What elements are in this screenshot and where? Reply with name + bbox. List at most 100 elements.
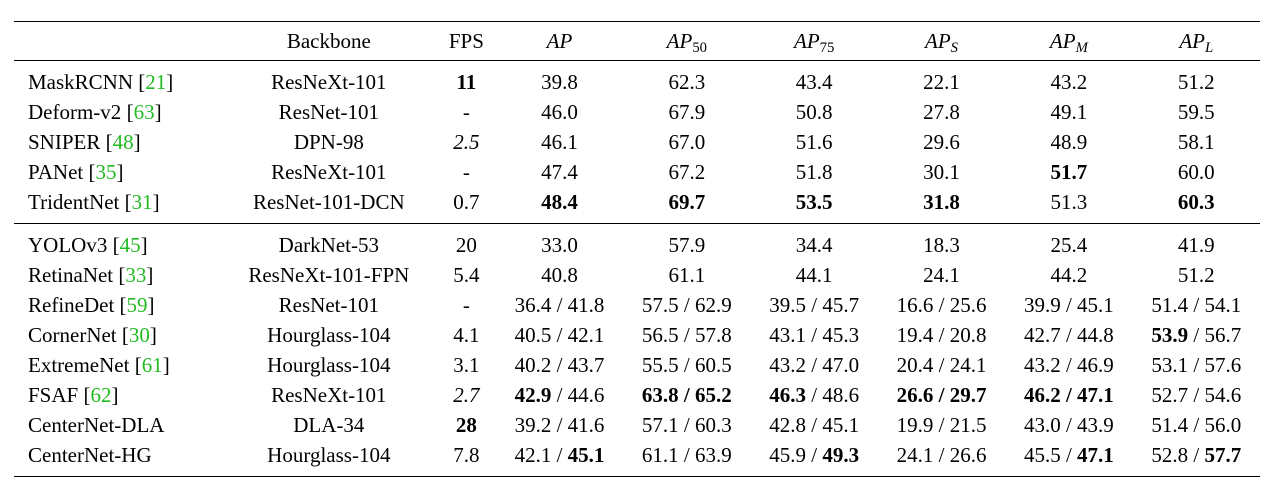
table-row: SNIPER [48] DPN-98 2.5 46.1 67.0 51.6 29… <box>14 127 1260 157</box>
method-cell: TridentNet [31] <box>14 187 221 224</box>
header-ap: AP <box>495 21 624 61</box>
apm-cell: 51.7 <box>1050 160 1088 184</box>
ap50-cell: 57.9 <box>668 233 706 257</box>
citation-link[interactable]: 59 <box>126 293 148 317</box>
apl-cell: 51.2 <box>1177 263 1215 287</box>
citation-link[interactable]: 35 <box>95 160 117 184</box>
apl-cell: 53.9 / 56.7 <box>1151 323 1242 347</box>
backbone-cell: DLA-34 <box>293 413 365 437</box>
table-row: Deform-v2 [63] ResNet-101 - 46.0 67.9 50… <box>14 97 1260 127</box>
apl-cell: 53.1 / 57.6 <box>1151 353 1242 377</box>
fps-cell: - <box>462 293 470 317</box>
fps-cell: - <box>462 160 470 184</box>
header-fps: FPS <box>436 21 496 61</box>
table-row: CenterNet-DLA DLA-34 28 39.2 / 41.6 57.1… <box>14 410 1260 440</box>
aps-cell: 27.8 <box>923 100 960 124</box>
fps-cell: 28 <box>455 413 477 437</box>
citation-link[interactable]: 48 <box>112 130 134 154</box>
citation-link[interactable]: 62 <box>90 383 112 407</box>
ap-cell: 42.9 / 44.6 <box>514 383 605 407</box>
ap75-cell: 43.1 / 45.3 <box>769 323 860 347</box>
apl-cell: 41.9 <box>1177 233 1215 257</box>
ap75-cell: 43.4 <box>795 70 833 94</box>
citation-link[interactable]: 31 <box>131 190 153 214</box>
ap75-cell: 53.5 <box>750 187 878 224</box>
apl-cell: 52.7 / 54.6 <box>1151 383 1242 407</box>
apl-cell: 51.4 / 54.1 <box>1151 293 1242 317</box>
ap-cell: 39.2 / 41.6 <box>514 413 605 437</box>
fps-cell: 0.7 <box>436 187 496 224</box>
backbone-cell: ResNeXt-101-FPN <box>248 263 410 287</box>
method-cell: CenterNet-DLA <box>28 413 165 437</box>
method-cell: SNIPER [48] <box>28 130 141 154</box>
apl-cell: 52.8 / 57.7 <box>1132 440 1260 477</box>
ap50-cell: 69.7 <box>623 187 751 224</box>
backbone-cell: ResNeXt-101 <box>271 160 387 184</box>
ap75-cell: 42.8 / 45.1 <box>769 413 860 437</box>
header-ap75: AP75 <box>750 21 878 61</box>
citation-link[interactable]: 30 <box>128 323 150 347</box>
ap75-cell: 45.9 / 49.3 <box>750 440 878 477</box>
table-row: CornerNet [30] Hourglass-104 4.1 40.5 / … <box>14 320 1260 350</box>
ap-cell: 42.1 / 45.1 <box>495 440 624 477</box>
method-cell: ExtremeNet [61] <box>28 353 170 377</box>
ap50-cell: 55.5 / 60.5 <box>641 353 732 377</box>
aps-cell: 29.6 <box>923 130 960 154</box>
header-apm: APM <box>1005 21 1133 61</box>
method-cell: YOLOv3 [45] <box>28 233 148 257</box>
header-apl: APL <box>1132 21 1260 61</box>
citation-link[interactable]: 33 <box>125 263 147 287</box>
ap50-cell: 57.5 / 62.9 <box>641 293 732 317</box>
citation-link[interactable]: 63 <box>133 100 155 124</box>
backbone-cell: ResNet-101 <box>278 100 379 124</box>
aps-cell: 20.4 / 24.1 <box>896 353 987 377</box>
method-cell: PANet [35] <box>28 160 124 184</box>
ap75-cell: 39.5 / 45.7 <box>769 293 860 317</box>
apl-cell: 51.2 <box>1177 70 1215 94</box>
backbone-cell: ResNet-101 <box>278 293 379 317</box>
method-cell: RetinaNet [33] <box>28 263 154 287</box>
aps-cell: 24.1 <box>923 263 960 287</box>
citation-link[interactable]: 21 <box>145 70 167 94</box>
ap-cell: 40.8 <box>541 263 578 287</box>
citation-link[interactable]: 61 <box>141 353 163 377</box>
backbone-cell: DPN-98 <box>293 130 364 154</box>
ap50-cell: 61.1 / 63.9 <box>623 440 751 477</box>
fps-cell: 2.5 <box>453 130 480 154</box>
aps-cell: 24.1 / 26.6 <box>877 440 1006 477</box>
fps-cell: 20 <box>455 233 477 257</box>
apm-cell: 43.0 / 43.9 <box>1023 413 1114 437</box>
fps-cell: 7.8 <box>436 440 496 477</box>
ap-cell: 46.0 <box>541 100 578 124</box>
aps-cell: 31.8 <box>877 187 1006 224</box>
apm-cell: 46.2 / 47.1 <box>1023 383 1114 407</box>
ap-cell: 40.5 / 42.1 <box>514 323 605 347</box>
apl-cell: 59.5 <box>1177 100 1215 124</box>
table-row: RetinaNet [33] ResNeXt-101-FPN 5.4 40.8 … <box>14 260 1260 290</box>
fps-cell: 5.4 <box>453 263 480 287</box>
ap50-cell: 67.2 <box>668 160 706 184</box>
table-row: PANet [35] ResNeXt-101 - 47.4 67.2 51.8 … <box>14 157 1260 187</box>
apm-cell: 42.7 / 44.8 <box>1023 323 1114 347</box>
citation-link[interactable]: 45 <box>119 233 141 257</box>
fps-cell: 11 <box>456 70 477 94</box>
ap-cell: 40.2 / 43.7 <box>514 353 605 377</box>
backbone-cell: ResNeXt-101 <box>271 70 387 94</box>
ap75-cell: 50.8 <box>795 100 833 124</box>
apm-cell: 48.9 <box>1050 130 1088 154</box>
apm-cell: 39.9 / 45.1 <box>1023 293 1114 317</box>
ap50-cell: 61.1 <box>668 263 706 287</box>
apm-cell: 49.1 <box>1050 100 1088 124</box>
ap75-cell: 34.4 <box>795 233 833 257</box>
apm-cell: 45.5 / 47.1 <box>1005 440 1133 477</box>
backbone-cell: Hourglass-104 <box>267 353 391 377</box>
method-cell: FSAF [62] <box>28 383 119 407</box>
method-cell: RefineDet [59] <box>28 293 155 317</box>
ap-cell: 48.4 <box>495 187 624 224</box>
ap75-cell: 43.2 / 47.0 <box>769 353 860 377</box>
table-row: TridentNet [31] ResNet-101-DCN 0.7 48.4 … <box>14 187 1260 224</box>
table-row: ExtremeNet [61] Hourglass-104 3.1 40.2 /… <box>14 350 1260 380</box>
ap-cell: 33.0 <box>541 233 578 257</box>
table-row: MaskRCNN [21] ResNeXt-101 11 39.8 62.3 4… <box>14 61 1260 98</box>
aps-cell: 19.9 / 21.5 <box>896 413 987 437</box>
